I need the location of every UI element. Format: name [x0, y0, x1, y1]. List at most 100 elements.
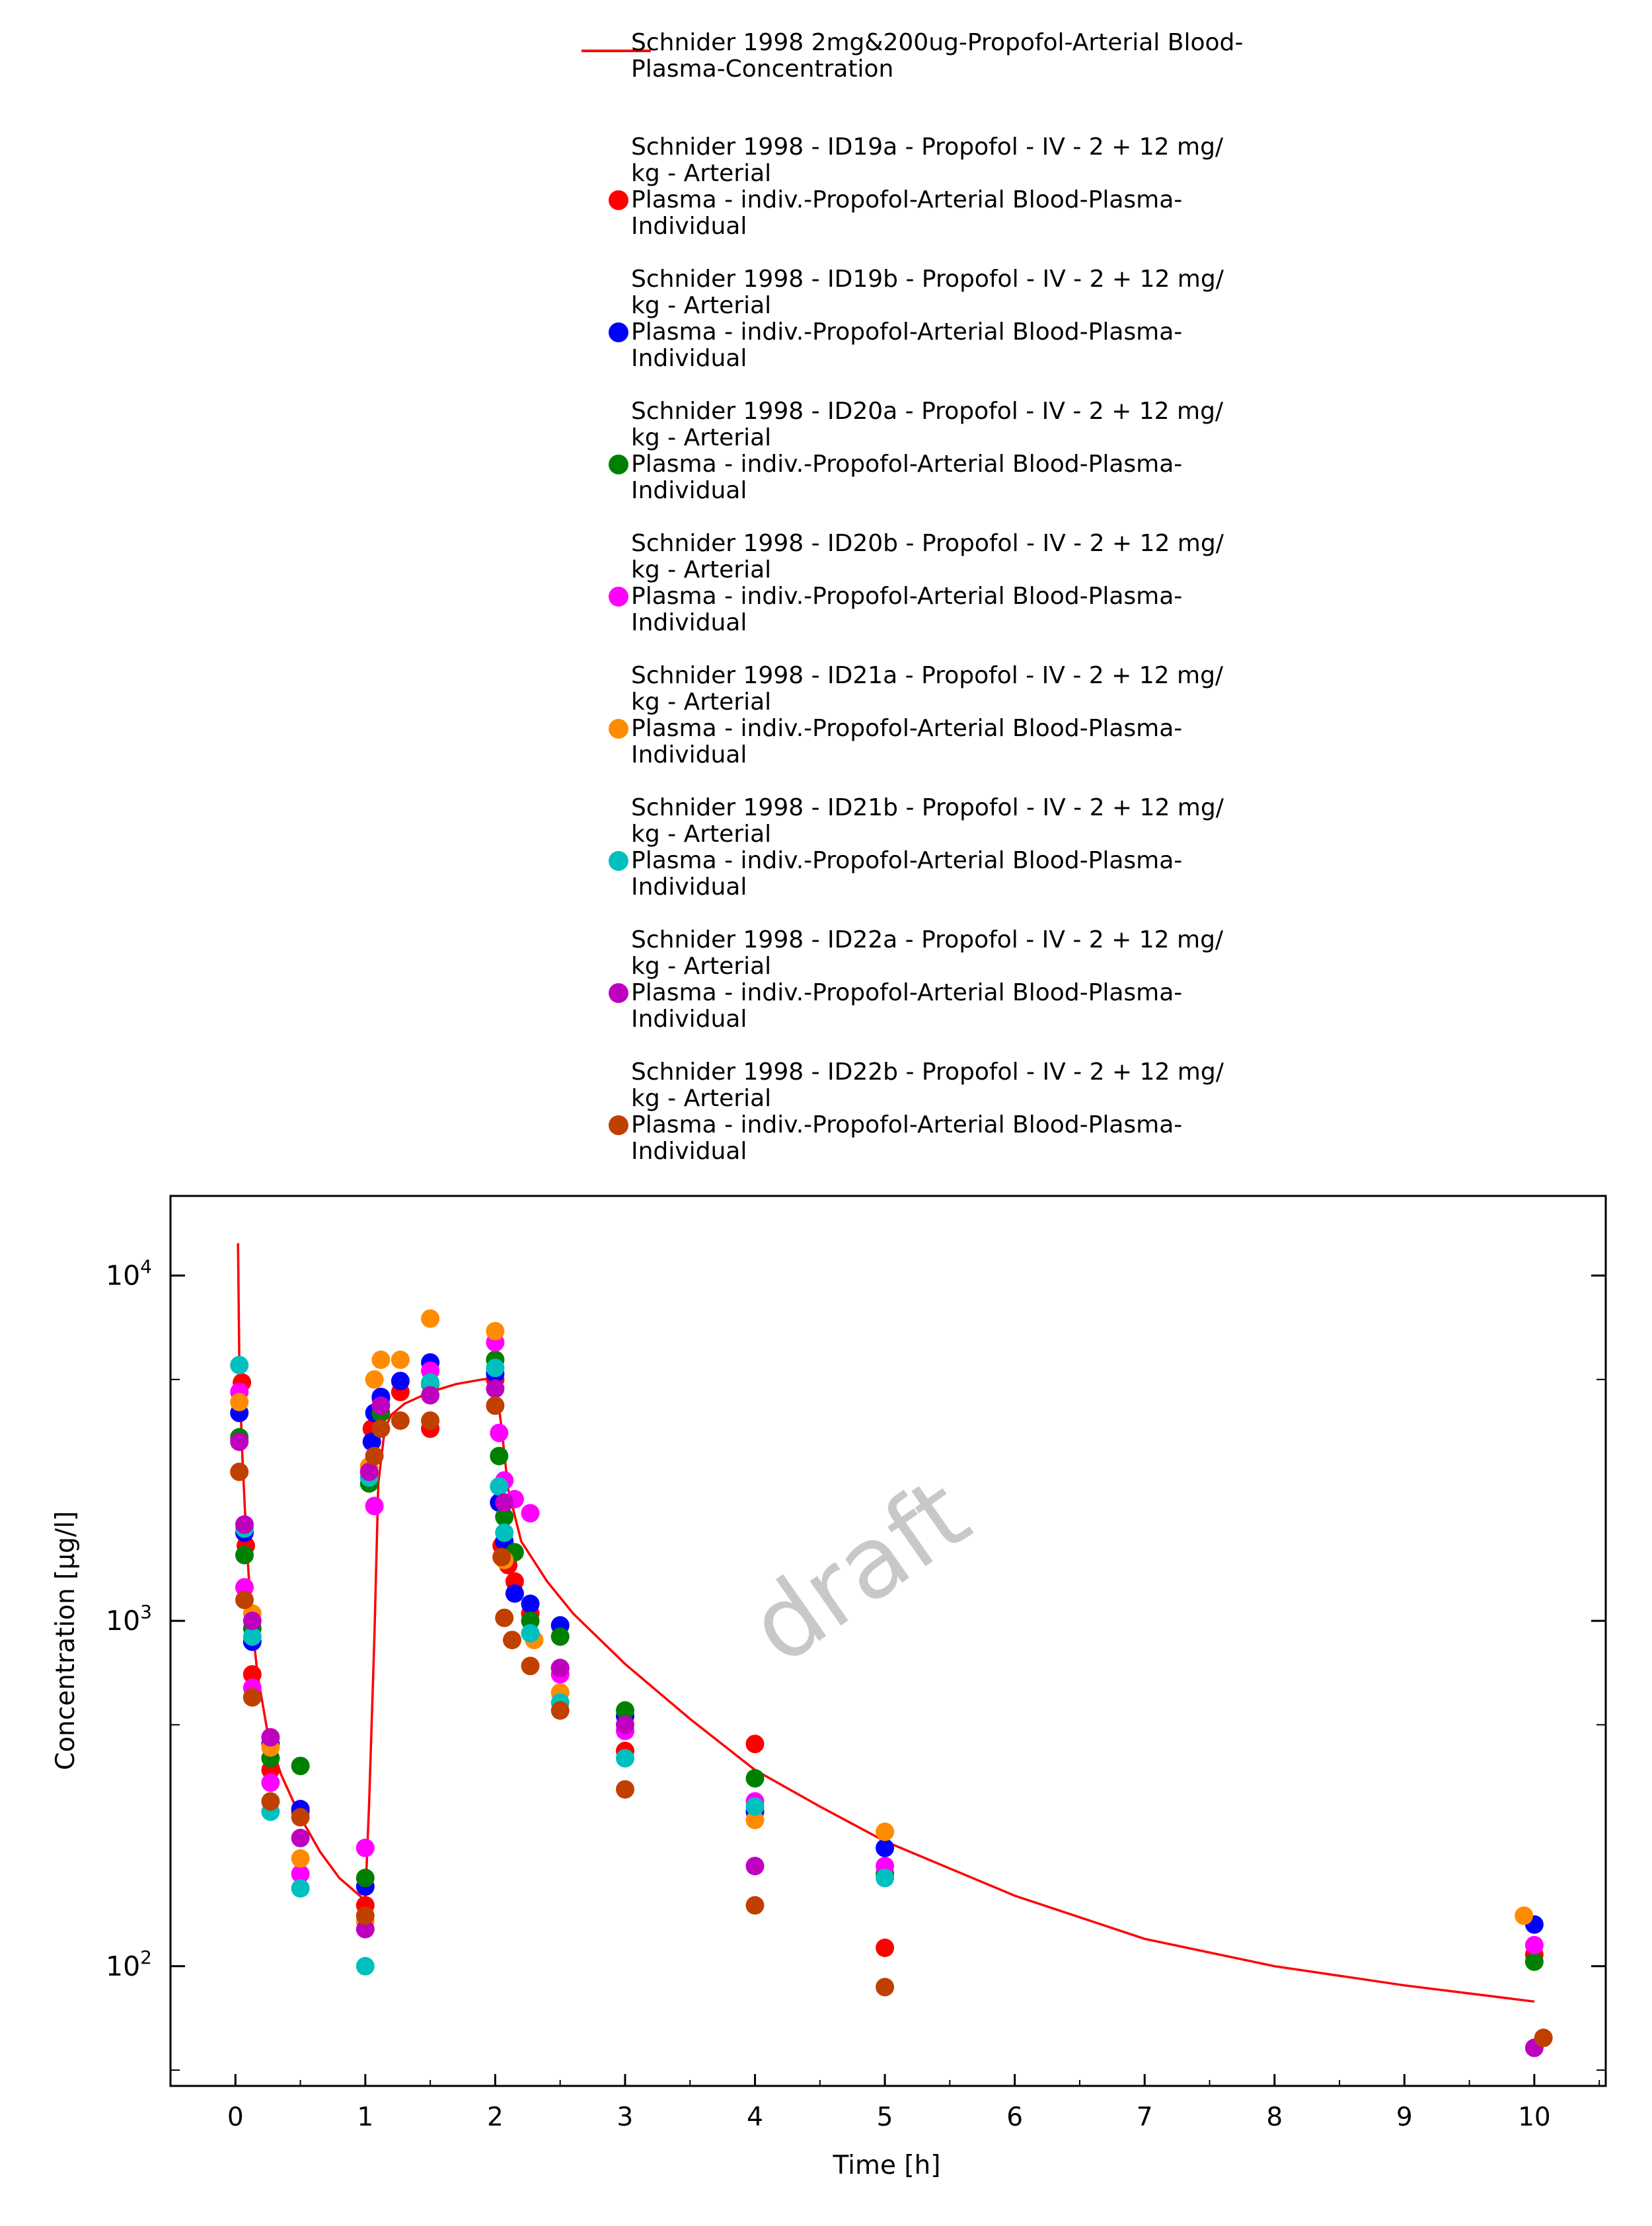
data-point: [365, 1370, 384, 1389]
x-tick-label: 1: [357, 2102, 373, 2132]
data-point: [291, 1808, 310, 1827]
legend-label: Schnider 1998 - ID22b - Propofol - IV - …: [631, 1059, 1224, 1165]
legend-entry-series-6: Schnider 1998 - ID21b - Propofol - IV - …: [515, 795, 1308, 927]
legend-label-line: Schnider 1998 - ID22b - Propofol - IV - …: [631, 1058, 1224, 1086]
data-point: [261, 1792, 280, 1811]
data-point: [550, 1627, 570, 1646]
data-point: [745, 1857, 765, 1876]
data-point: [745, 1896, 765, 1915]
legend-label-line: Individual: [631, 741, 747, 768]
x-tick-label: 0: [227, 2102, 244, 2132]
data-point: [235, 1545, 254, 1565]
legend-label-line: Individual: [631, 873, 747, 901]
x-tick-label: 2: [487, 2102, 504, 2132]
legend-dot-marker: [555, 927, 628, 1059]
data-point: [243, 1627, 262, 1646]
data-point: [391, 1351, 410, 1369]
legend-series-list: Schnider 1998 - ID19a - Propofol - IV - …: [515, 134, 1308, 1191]
legend-label-line: Plasma - indiv.-Propofol-Arterial Blood-…: [631, 318, 1183, 346]
data-point: [490, 1477, 509, 1496]
legend-label-line: Plasma - indiv.-Propofol-Arterial Blood-…: [631, 451, 1183, 478]
legend-label-line: Schnider 1998 2mg&200ug-Propofol-Arteria…: [631, 29, 1244, 56]
data-point: [521, 1594, 540, 1614]
x-tick-label: 10: [1518, 2102, 1551, 2132]
data-point: [261, 1728, 280, 1747]
data-point: [492, 1547, 511, 1567]
data-point: [1534, 2028, 1553, 2048]
legend-label-line: Individual: [631, 609, 747, 636]
data-point: [230, 1462, 249, 1481]
legend-label-line: Schnider 1998 - ID19a - Propofol - IV - …: [631, 133, 1224, 161]
data-point: [876, 1978, 895, 1997]
legend-dot-marker: [555, 1059, 628, 1191]
data-point: [505, 1584, 524, 1603]
legend-dot-marker: [555, 398, 628, 531]
data-point: [261, 1773, 280, 1792]
data-point: [745, 1734, 765, 1754]
legend-label-line: kg - Arterial: [631, 292, 772, 319]
data-point: [356, 1869, 375, 1888]
data-point: [291, 1756, 310, 1775]
legend-label: Schnider 1998 - ID20b - Propofol - IV - …: [631, 531, 1224, 636]
data-point: [421, 1411, 440, 1430]
data-point: [495, 1507, 514, 1526]
data-point: [486, 1358, 505, 1378]
legend-label-line: Plasma - indiv.-Propofol-Arterial Blood-…: [631, 847, 1183, 874]
data-point: [391, 1411, 410, 1430]
data-point: [495, 1523, 514, 1542]
y-tick-label: 102: [106, 1947, 152, 1982]
data-point: [486, 1396, 505, 1415]
legend-label-line: Schnider 1998 - ID21b - Propofol - IV - …: [631, 794, 1224, 821]
data-point: [291, 1849, 310, 1868]
legend-dot-marker: [555, 134, 628, 266]
legend-label-line: Schnider 1998 - ID21a - Propofol - IV - …: [631, 662, 1224, 689]
legend-label-line: Schnider 1998 - ID19b - Propofol - IV - …: [631, 266, 1224, 293]
data-point: [616, 1749, 634, 1768]
data-point: [391, 1372, 410, 1391]
x-tick-label: 8: [1266, 2102, 1283, 2132]
data-point: [243, 1688, 262, 1707]
legend-entry-series-3: Schnider 1998 - ID20a - Propofol - IV - …: [515, 398, 1308, 531]
legend-label-line: Plasma - indiv.-Propofol-Arterial Blood-…: [631, 979, 1183, 1006]
legend-entry-simulation: Schnider 1998 2mg&200ug-Propofol-Arteria…: [515, 30, 1308, 134]
data-point: [486, 1321, 505, 1341]
legend-label-line: Individual: [631, 477, 747, 504]
legend-entry-series-7: Schnider 1998 - ID22a - Propofol - IV - …: [515, 927, 1308, 1059]
data-point: [291, 1828, 310, 1847]
y-axis-label: Concentration [µg/l]: [51, 1511, 81, 1770]
data-point: [745, 1769, 765, 1788]
legend-dot-marker: [555, 531, 628, 663]
legend-entry-series-8: Schnider 1998 - ID22b - Propofol - IV - …: [515, 1059, 1308, 1191]
legend-label-line: Plasma - indiv.-Propofol-Arterial Blood-…: [631, 1111, 1183, 1138]
y-tick-label-base: 10: [106, 1950, 140, 1982]
y-tick-label-exponent: 2: [140, 1947, 152, 1968]
x-tick-label: 5: [877, 2102, 893, 2132]
data-point: [230, 1356, 249, 1375]
data-point: [1515, 1906, 1534, 1925]
legend-entry-series-5: Schnider 1998 - ID21a - Propofol - IV - …: [515, 663, 1308, 795]
legend-label-line: Schnider 1998 - ID20b - Propofol - IV - …: [631, 530, 1224, 557]
data-point: [243, 1665, 262, 1684]
legend-label-line: Schnider 1998 - ID22a - Propofol - IV - …: [631, 926, 1224, 953]
x-tick-label: 9: [1396, 2102, 1413, 2132]
plot-area-frame: [169, 1195, 1607, 2087]
x-tick-label: 3: [617, 2102, 634, 2132]
legend-label-line: Plasma - indiv.-Propofol-Arterial Blood-…: [631, 715, 1183, 742]
legend-label: Schnider 1998 2mg&200ug-Propofol-Arteria…: [631, 30, 1243, 83]
legend: Schnider 1998 2mg&200ug-Propofol-Arteria…: [515, 30, 1308, 1191]
y-tick-label: 104: [106, 1255, 152, 1291]
legend-label: Schnider 1998 - ID19b - Propofol - IV - …: [631, 266, 1224, 372]
legend-dot-marker: [555, 266, 628, 398]
legend-label: Schnider 1998 - ID19a - Propofol - IV - …: [631, 134, 1223, 240]
data-point: [495, 1493, 514, 1512]
y-tick-label-exponent: 4: [140, 1255, 152, 1277]
data-point: [876, 1939, 895, 1957]
data-point: [291, 1865, 310, 1884]
data-point: [521, 1624, 540, 1643]
data-point: [550, 1658, 570, 1678]
x-axis-label: Time [h]: [833, 2151, 941, 2180]
data-point: [521, 1656, 540, 1676]
legend-label: Schnider 1998 - ID22a - Propofol - IV - …: [631, 927, 1223, 1033]
